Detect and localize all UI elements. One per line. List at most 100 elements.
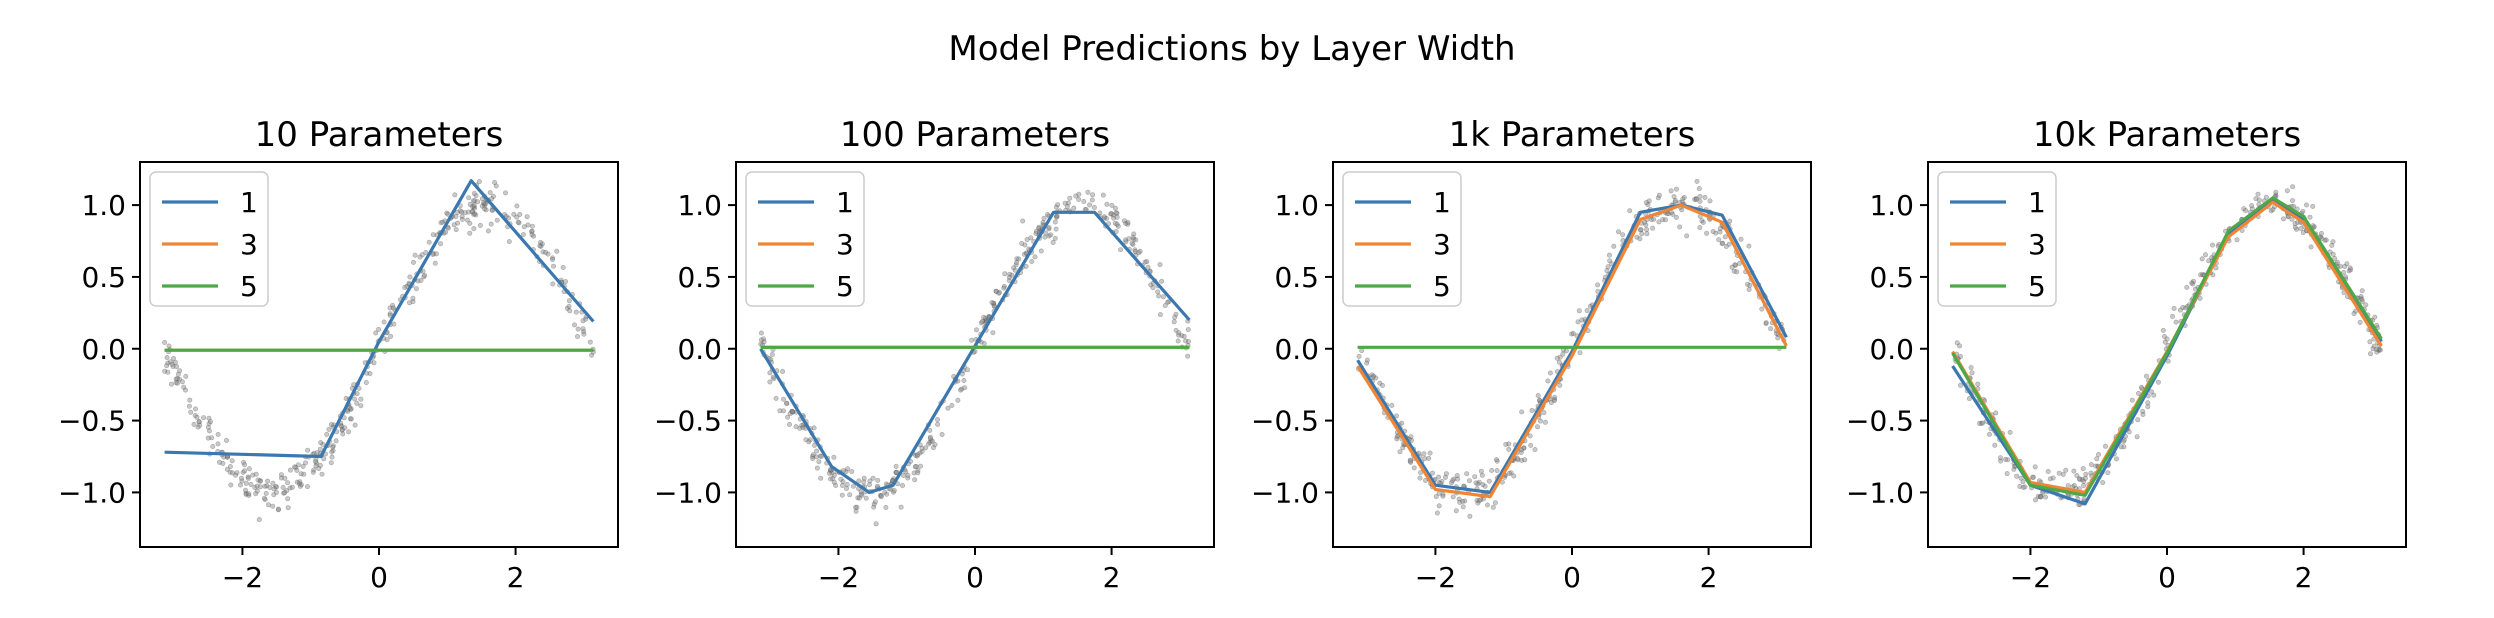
sample-point [239,475,245,481]
sample-point [483,207,489,213]
sample-point [475,199,481,205]
sample-point [2135,417,2141,423]
sample-point [1977,420,1983,426]
sample-point [1176,330,1182,336]
sample-point [1747,282,1753,288]
sample-point [2300,208,2306,214]
sample-point [2234,237,2240,243]
sample-point [262,483,268,489]
sample-point [2063,467,2069,473]
sample-point [934,417,940,423]
sample-point [2330,239,2336,245]
sample-point [2291,203,2297,209]
sample-point [285,505,291,511]
y-tick-label: −1.0 [58,476,126,509]
sample-point [191,421,197,427]
sample-point [2011,466,2017,472]
sample-point [1480,482,1486,488]
sample-point [1717,229,1723,235]
sample-point [831,472,837,478]
sample-point [471,204,477,210]
sample-point [1656,192,1662,198]
sample-point [173,376,179,382]
sample-point [1733,262,1739,268]
sample-point [2300,230,2306,236]
sample-point [1485,502,1491,508]
sample-point [1065,200,1071,206]
sample-point [248,481,254,487]
sample-point [1980,420,1986,426]
sample-point [1114,214,1120,220]
sample-point [767,370,773,376]
sample-point [1421,451,1427,457]
series-line-1 [1356,203,1788,494]
sample-point [328,460,334,466]
y-tick-label: −0.5 [654,405,722,438]
sample-point [2292,221,2298,227]
sample-point [348,406,354,412]
y-tick-label: −1.0 [1251,476,1319,509]
sample-point [1643,200,1649,206]
sample-point [912,477,918,483]
sample-point [494,217,500,223]
sample-point [1397,449,1403,455]
x-tick-label: −2 [222,561,263,594]
sample-point [1650,225,1656,231]
sample-point [517,212,523,218]
sample-point [554,248,560,254]
sample-point [1606,252,1612,258]
sample-point [2189,280,2195,286]
sample-point [1048,232,1054,238]
sample-point [2160,327,2166,333]
sample-point [2030,474,2036,480]
sample-point [238,482,244,488]
legend-label: 3 [2028,228,2046,261]
sample-point [2310,203,2316,209]
sample-point [831,479,837,485]
series-line-3 [1356,203,1788,499]
sample-point [2322,237,2328,243]
sample-point [905,472,911,478]
sample-point [927,439,933,445]
sample-point [2337,263,2343,269]
sample-point [2253,196,2259,202]
sample-point [253,471,259,477]
sample-point [1702,195,1708,201]
sample-point [280,484,286,490]
sample-point [537,243,543,249]
sample-point [2071,468,2077,474]
sample-point [873,521,879,527]
sample-point [1737,260,1743,266]
sample-point [1055,202,1061,208]
sample-point [477,222,483,228]
sample-point [330,448,336,454]
sample-point [467,201,473,207]
sample-point [1136,250,1142,256]
sample-point [2083,471,2089,477]
sample-point [426,239,432,245]
sample-point [2290,184,2296,190]
sample-point [1660,217,1666,223]
sample-point [192,412,198,418]
sample-point [1646,198,1652,204]
sample-point [1607,258,1613,264]
panel-title: 100 Parameters [840,115,1110,155]
sample-point [293,465,299,471]
sample-point [1604,268,1610,274]
sample-point [1710,229,1716,235]
sample-point [817,453,823,459]
legend: 1 3 5 [745,171,865,307]
sample-point [990,330,996,336]
sample-point [1114,221,1120,227]
sample-point [761,339,767,345]
sample-point [492,180,498,186]
series-line-1 [164,179,595,459]
sample-point [172,359,178,365]
sample-point [1130,234,1136,240]
sample-point [1472,474,1478,480]
sample-point [991,303,997,309]
sample-point [387,311,393,317]
sample-point [2018,475,2024,481]
sample-point [2268,208,2274,214]
sample-point [1462,498,1468,504]
